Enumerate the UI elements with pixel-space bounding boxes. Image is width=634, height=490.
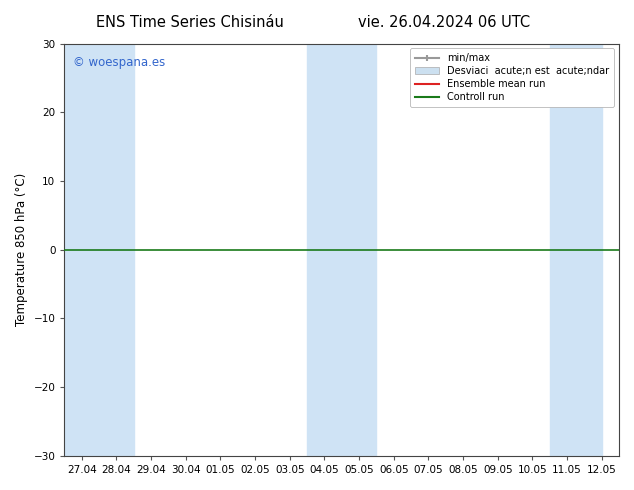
Bar [307, 44, 377, 456]
Bar [65, 44, 134, 456]
Bar [550, 44, 602, 456]
Text: vie. 26.04.2024 06 UTC: vie. 26.04.2024 06 UTC [358, 15, 530, 30]
Text: © woespana.es: © woespana.es [73, 56, 165, 69]
Y-axis label: Temperature 850 hPa (°C): Temperature 850 hPa (°C) [15, 173, 28, 326]
Legend: min/max, Desviaci  acute;n est  acute;ndar, Ensemble mean run, Controll run: min/max, Desviaci acute;n est acute;ndar… [410, 49, 614, 107]
Text: ENS Time Series Chisináu: ENS Time Series Chisináu [96, 15, 284, 30]
